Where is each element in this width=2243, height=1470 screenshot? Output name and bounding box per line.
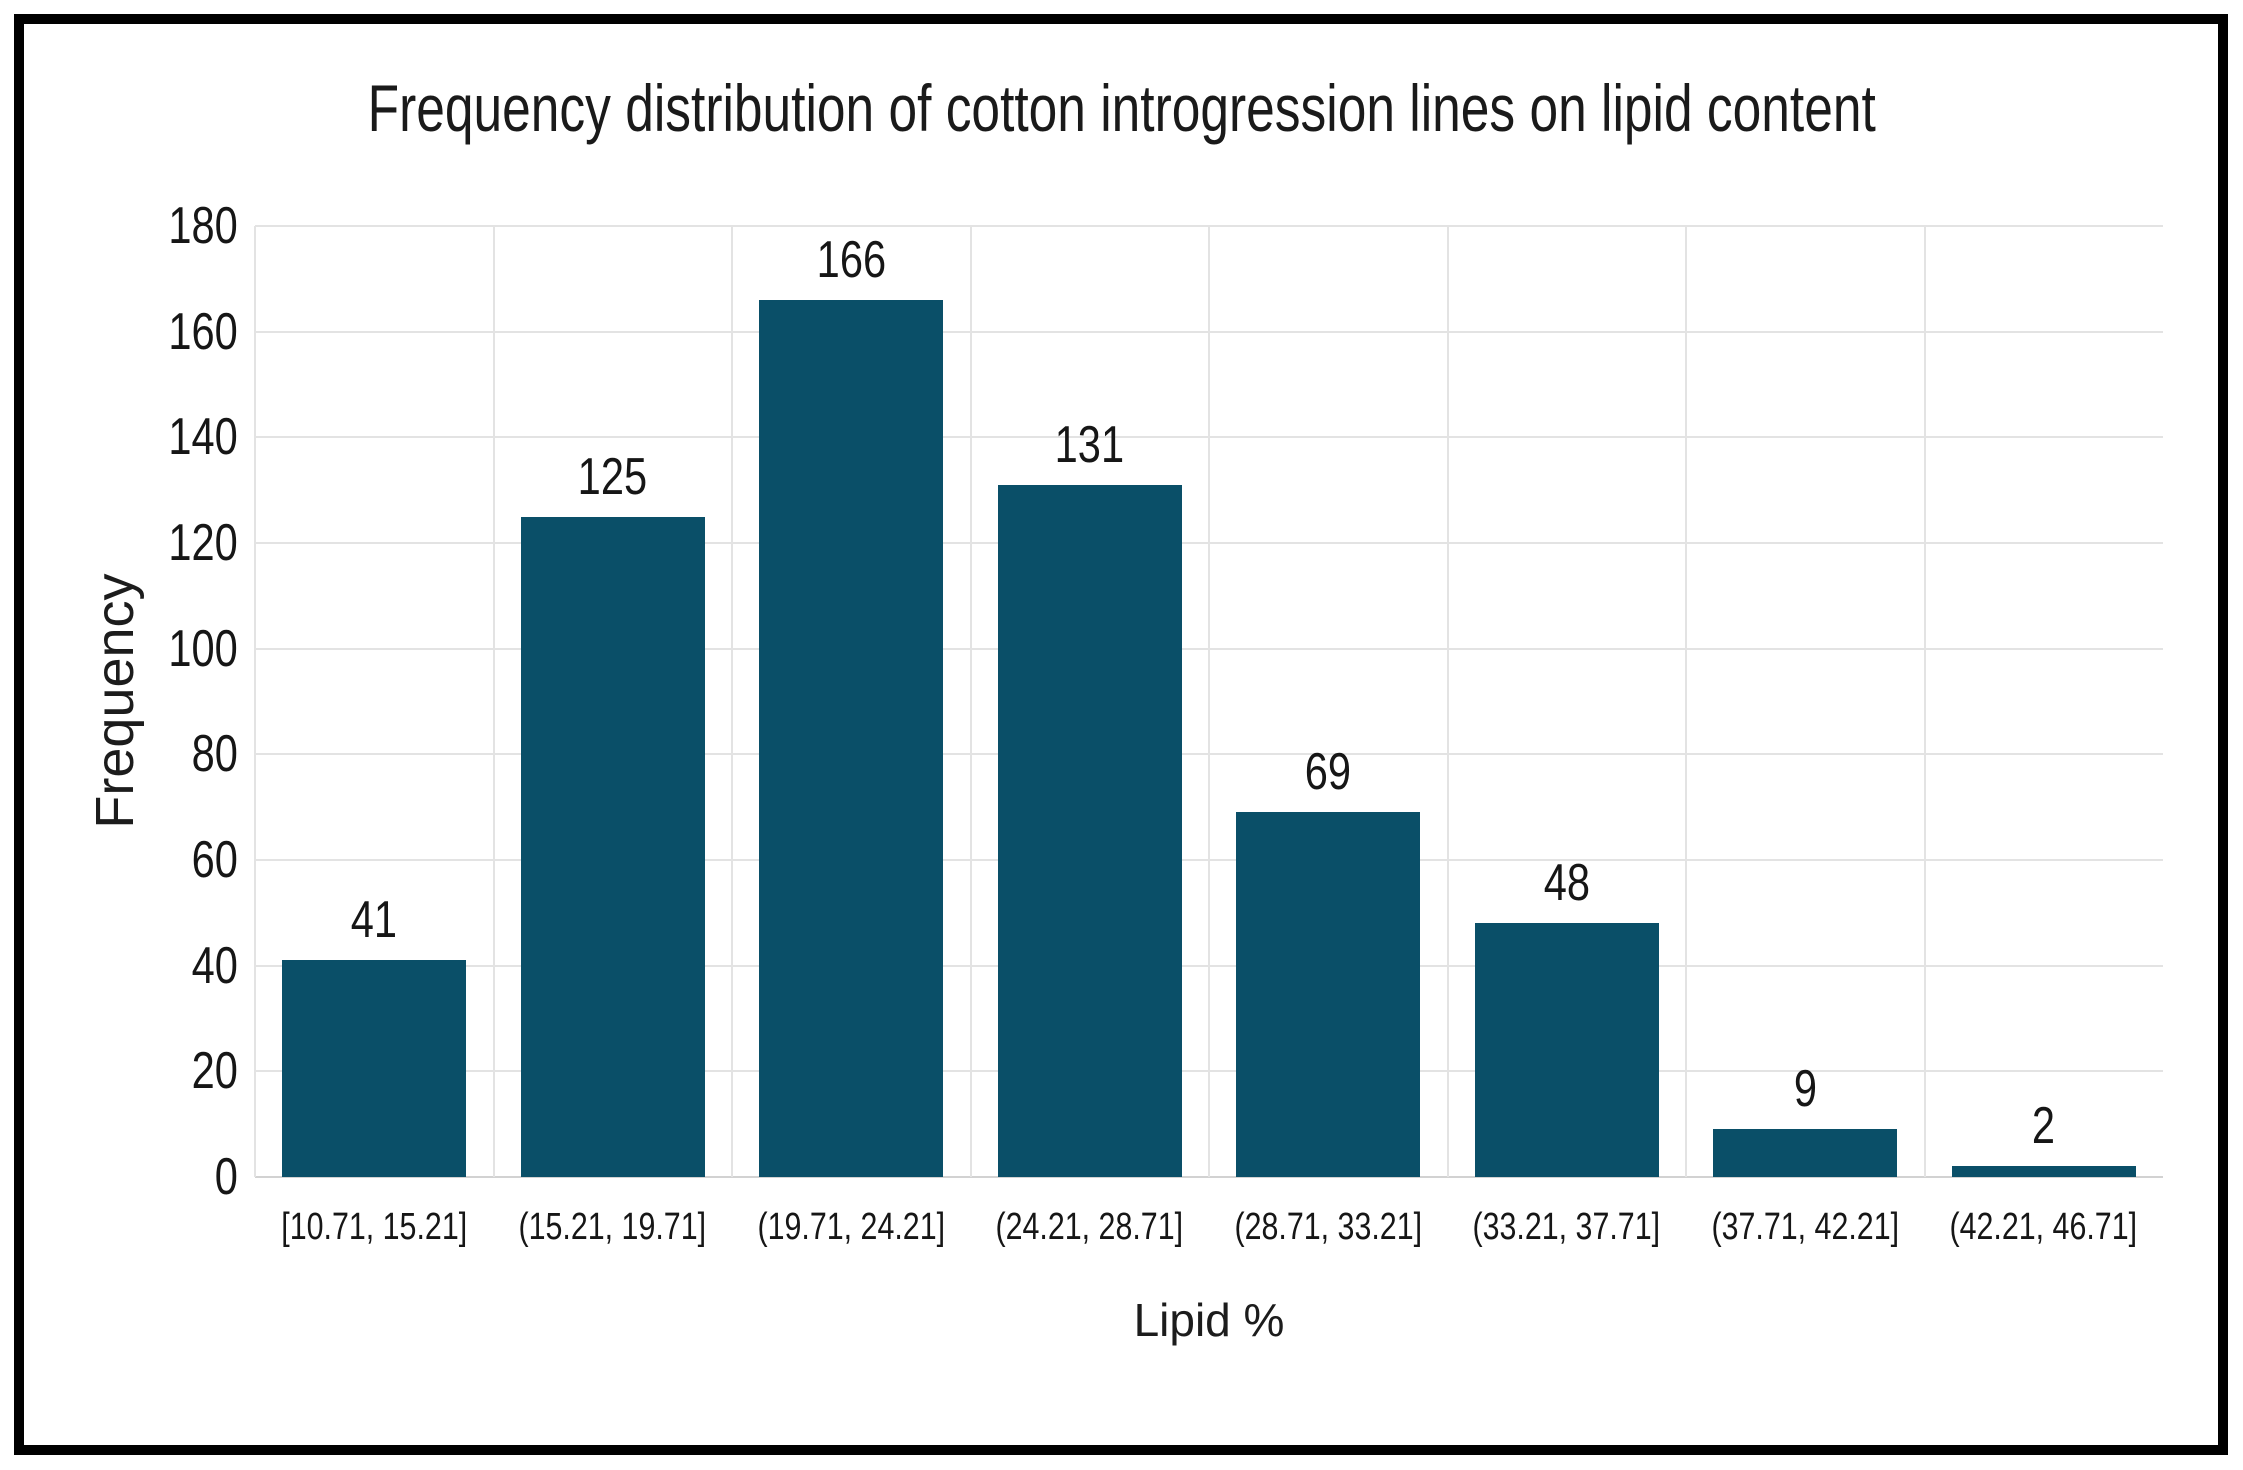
x-tick-label: (42.21, 46.71]: [1925, 1202, 2164, 1252]
gridline-vertical: [969, 226, 972, 1177]
bar: [1951, 1166, 2136, 1177]
bar-value-label: 131: [971, 419, 1210, 471]
x-tick-text: (33.21, 37.71]: [1472, 1206, 1661, 1248]
bar-value-text: 131: [1055, 415, 1125, 474]
x-tick-text: (37.71, 42.21]: [1711, 1206, 1900, 1248]
gridline-vertical: [1923, 226, 1926, 1177]
bar: [282, 960, 467, 1177]
x-tick-label: (24.21, 28.71]: [971, 1202, 1210, 1252]
y-tick-text: 120: [168, 514, 238, 572]
x-tick-label: (15.21, 19.71]: [494, 1202, 733, 1252]
y-tick-label: 40: [40, 940, 238, 992]
x-tick-label: (33.21, 37.71]: [1448, 1202, 1687, 1252]
y-tick-label: 160: [40, 306, 238, 358]
gridline-vertical: [1685, 226, 1687, 1177]
bar-value-text: 166: [816, 230, 886, 289]
x-tick-text: [10.71, 15.21]: [281, 1206, 468, 1248]
bar-value-text: 41: [351, 891, 398, 950]
bar: [759, 299, 944, 1177]
bar-value-label: 125: [494, 451, 733, 503]
y-tick-text: 0: [214, 1148, 238, 1206]
gridline-vertical: [731, 226, 733, 1177]
y-tick-text: 180: [168, 197, 238, 255]
y-tick-label: 180: [40, 200, 238, 252]
y-tick-label: 140: [40, 411, 238, 463]
bar-value-text: 69: [1305, 743, 1352, 802]
x-tick-label: [10.71, 15.21]: [255, 1202, 494, 1252]
y-tick-label: 120: [40, 517, 238, 569]
gridline-vertical: [492, 226, 495, 1177]
bar-value-label: 48: [1448, 857, 1687, 909]
y-tick-text: 60: [191, 831, 238, 889]
chart-title: Frequency distribution of cotton introgr…: [0, 70, 2243, 146]
y-tick-label: 80: [40, 728, 238, 780]
bar-value-label: 69: [1209, 746, 1448, 798]
bar-value-text: 125: [578, 447, 648, 506]
y-tick-label: 60: [40, 834, 238, 886]
x-tick-label: (28.71, 33.21]: [1209, 1202, 1448, 1252]
bar: [1474, 923, 1659, 1177]
bar-value-text: 48: [1543, 854, 1590, 913]
plot-area: 0 20 40 60 80 100 120 140 160 180 41 [10.71, 15.21]…: [169, 200, 2164, 1248]
x-tick-text: (42.21, 46.71]: [1949, 1206, 2138, 1248]
y-tick-label: 0: [40, 1151, 238, 1203]
bar: [997, 484, 1182, 1177]
y-tick-text: 80: [191, 725, 238, 784]
x-tick-text: (24.21, 28.71]: [995, 1206, 1184, 1248]
y-tick-text: 160: [168, 302, 238, 361]
bar-value-label: 9: [1686, 1063, 1925, 1115]
x-tick-label: (37.71, 42.21]: [1686, 1202, 1925, 1252]
bar: [520, 516, 705, 1177]
y-axis-title: Frequency: [85, 573, 145, 829]
y-tick-label: 100: [40, 623, 238, 675]
x-axis-line: [255, 1176, 2163, 1178]
bar: [1236, 812, 1421, 1177]
gridline-vertical: [254, 226, 256, 1177]
bar-value-text: 2: [2032, 1097, 2056, 1156]
bar-value-label: 2: [1925, 1100, 2164, 1152]
y-tick-text: 40: [191, 936, 238, 995]
bar-value-text: 9: [1793, 1060, 1817, 1119]
x-tick-label: (19.71, 24.21]: [732, 1202, 971, 1252]
chart-title-text: Frequency distribution of cotton introgr…: [367, 71, 1876, 145]
x-tick-text: (19.71, 24.21]: [757, 1206, 946, 1248]
bar-value-label: 166: [732, 234, 971, 286]
y-tick-text: 20: [191, 1042, 238, 1101]
x-tick-text: (28.71, 33.21]: [1234, 1206, 1423, 1248]
gridline-vertical: [1446, 226, 1449, 1177]
bar-value-label: 41: [255, 894, 494, 946]
y-tick-label: 20: [40, 1045, 238, 1097]
y-tick-text: 100: [168, 619, 238, 678]
x-tick-text: (15.21, 19.71]: [518, 1206, 707, 1248]
gridline-vertical: [1208, 226, 1210, 1177]
x-axis-title: Lipid %: [1133, 1294, 1285, 1346]
y-tick-text: 140: [168, 408, 238, 467]
bar: [1713, 1129, 1898, 1177]
